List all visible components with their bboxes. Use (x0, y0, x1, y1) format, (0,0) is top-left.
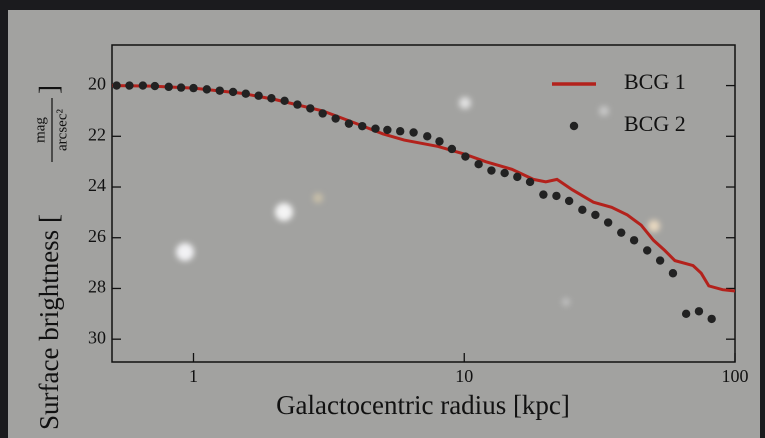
x-tick-label: 100 (722, 366, 749, 386)
scatter-point (331, 114, 339, 122)
scatter-point (669, 269, 677, 277)
scatter-point (139, 81, 147, 89)
scatter-point (151, 82, 159, 90)
scatter-point (409, 128, 417, 136)
scatter-point (487, 166, 495, 174)
scatter-point (707, 315, 715, 323)
y-label-denominator: arcsec² (54, 109, 70, 151)
scatter-point (643, 246, 651, 254)
scatter-point (500, 169, 508, 177)
scatter-point (513, 173, 521, 181)
scatter-point (591, 211, 599, 219)
scatter-point (345, 119, 353, 127)
scatter-point (177, 83, 185, 91)
y-tick-label: 30 (88, 327, 106, 347)
scatter-point (474, 160, 482, 168)
scatter-point (280, 97, 288, 105)
scatter-point (656, 256, 664, 264)
scatter-point (267, 94, 275, 102)
scatter-point (216, 86, 224, 94)
legend-label: BCG 1 (624, 69, 686, 94)
scatter-point (293, 100, 301, 108)
scatter-point (578, 206, 586, 214)
y-tick-label: 28 (88, 277, 106, 297)
scatter-point (318, 109, 326, 117)
scatter-point (203, 85, 211, 93)
y-tick-label: 22 (88, 124, 106, 144)
scatter-point (383, 126, 391, 134)
y-label-numerator: mag (32, 117, 48, 143)
scatter-point (630, 236, 638, 244)
scatter-point (189, 84, 197, 92)
scatter-point (604, 218, 612, 226)
scatter-point (448, 145, 456, 153)
legend-label: BCG 2 (624, 111, 686, 136)
scatter-point (565, 197, 573, 205)
scatter-point (358, 122, 366, 130)
scatter-point (695, 307, 703, 315)
scatter-point (423, 132, 431, 140)
scatter-point (396, 127, 404, 135)
y-label-text: Surface brightness [ (34, 214, 64, 430)
y-tick-label: 24 (88, 175, 106, 195)
x-tick-label: 1 (189, 366, 198, 386)
scatter-point (371, 124, 379, 132)
scatter-point (552, 192, 560, 200)
scatter-point (229, 88, 237, 96)
scatter-point (112, 81, 120, 89)
x-axis-label: Galactocentric radius [kpc] (276, 390, 570, 420)
page: Surface brightness [ mag arcsec² ] Galac… (0, 0, 765, 438)
scatter-point (125, 81, 133, 89)
legend-swatch (570, 122, 578, 130)
scatter-point (617, 228, 625, 236)
scatter-point (165, 83, 173, 91)
y-label-close: ] (34, 85, 64, 94)
scatter-point (526, 178, 534, 186)
x-tick-label: 10 (455, 366, 473, 386)
scatter-point (306, 104, 314, 112)
scatter-point (242, 89, 250, 97)
scatter-point (461, 152, 469, 160)
scatter-point (682, 310, 690, 318)
scatter-point (539, 190, 547, 198)
y-tick-label: 20 (88, 74, 106, 94)
y-tick-label: 26 (88, 226, 106, 246)
chart: Surface brightness [ mag arcsec² ] Galac… (0, 0, 765, 438)
scatter-point (435, 137, 443, 145)
scatter-point (254, 92, 262, 100)
